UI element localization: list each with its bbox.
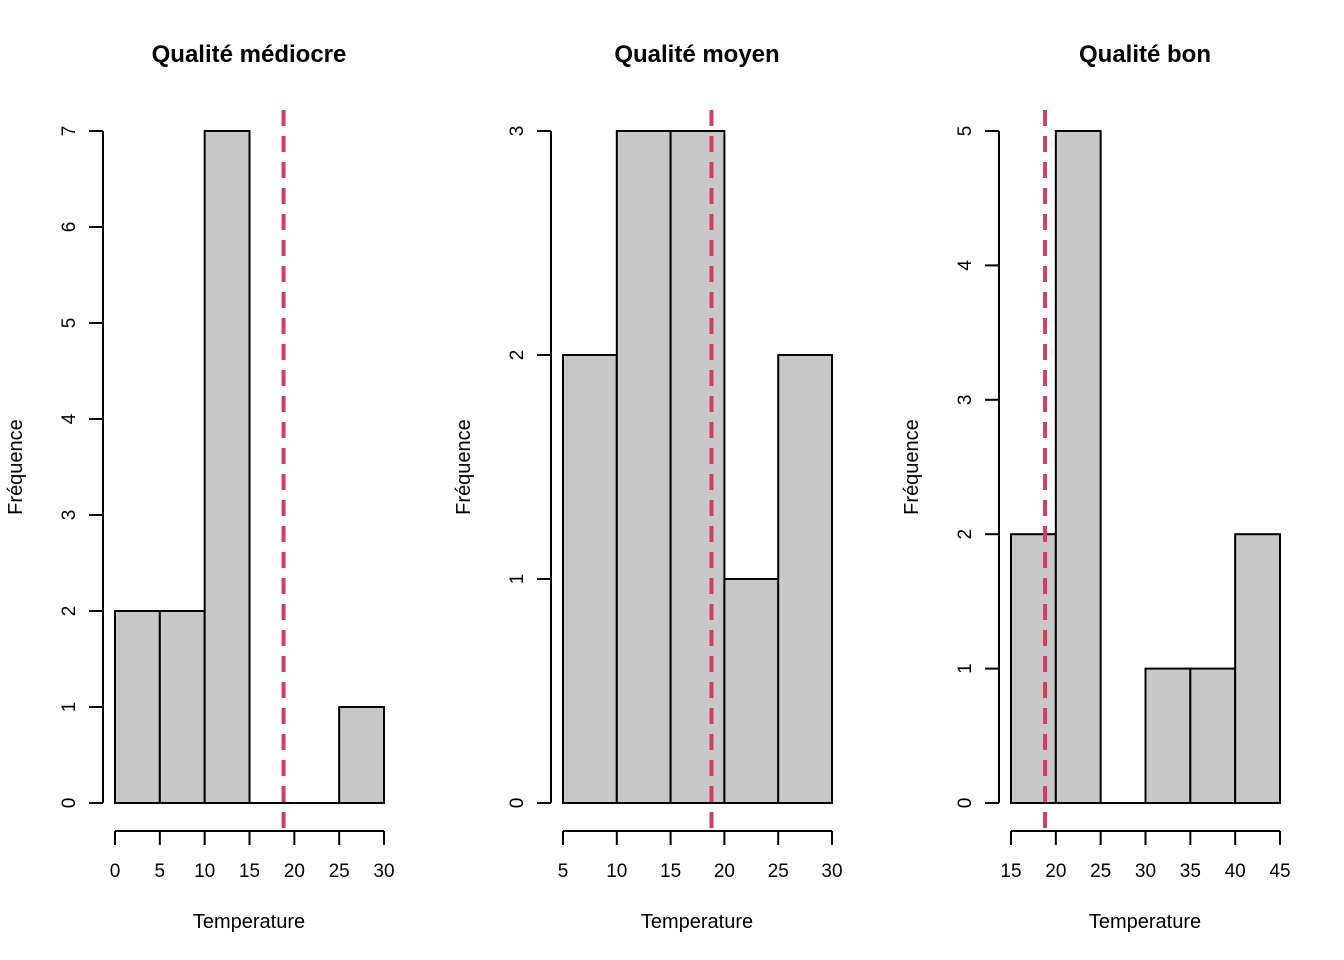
x-tick-label: 45 [1269, 861, 1290, 882]
x-tick-label: 15 [1000, 861, 1021, 882]
x-tick-label: 40 [1225, 861, 1246, 882]
bars [1010, 130, 1281, 804]
y-tick-label: 3 [59, 510, 80, 521]
histogram-bar [1144, 667, 1192, 804]
y-tick-label: 6 [59, 222, 80, 233]
histogram-bar [338, 706, 385, 804]
y-tick-label: 3 [955, 395, 976, 406]
y-tick-label: 4 [955, 260, 976, 271]
chart-title: Qualité médiocre [152, 41, 347, 68]
x-tick-label: 35 [1180, 861, 1201, 882]
y-tick-label: 3 [507, 126, 528, 137]
x-tick-label: 5 [155, 861, 166, 882]
x-tick-label: 0 [110, 861, 121, 882]
y-tick-label: 4 [59, 413, 80, 424]
y-axis: 0 1 2 3 [507, 126, 552, 809]
histogram-bar [723, 578, 780, 804]
histogram-bar [562, 354, 618, 804]
x-tick-label: 20 [284, 861, 305, 882]
chart-title: Qualité moyen [614, 41, 779, 68]
y-tick-label: 0 [955, 798, 976, 809]
histogram-bar [1054, 130, 1102, 804]
panel-moyen: Qualité moyen Temperature Fréquence 0 1 2 3… [453, 41, 843, 933]
x-tick-label: 25 [768, 861, 789, 882]
x-tick-label: 10 [606, 861, 627, 882]
chart-title: Qualité bon [1079, 41, 1211, 68]
y-tick-label: 7 [59, 126, 80, 137]
x-tick-label: 30 [821, 861, 842, 882]
y-tick-label: 1 [59, 702, 80, 713]
y-tick-label: 5 [59, 318, 80, 329]
x-tick-label: 15 [239, 861, 260, 882]
x-tick-label: 10 [194, 861, 215, 882]
y-tick-label: 0 [59, 798, 80, 809]
panel-bon: Qualité bon Temperature Fréquence 012345… [901, 41, 1291, 933]
histogram-bar [777, 354, 834, 804]
x-axis: 0 5 10 15 20 25 30 [110, 830, 395, 882]
histogram-bar [1010, 533, 1057, 804]
y-axis: 0 1 2 3 4 5 6 7 [59, 126, 104, 809]
x-tick-label: 25 [329, 861, 350, 882]
x-tick-label: 5 [558, 861, 569, 882]
panel-mediocre: Qualité médiocre Temperature Fréquence 0… [5, 41, 395, 933]
histogram-bar [615, 130, 672, 804]
y-tick-label: 2 [507, 350, 528, 361]
histogram-bar [1189, 667, 1237, 804]
x-axis-label: Temperature [1089, 911, 1201, 933]
y-tick-label: 2 [955, 529, 976, 540]
x-tick-label: 30 [1135, 861, 1156, 882]
y-axis: 0 1 2 3 4 5 [955, 126, 1000, 809]
x-axis-label: Temperature [641, 911, 753, 933]
x-tick-label: 20 [714, 861, 735, 882]
y-tick-label: 2 [59, 606, 80, 617]
x-axis: 15 20 25 30 35 40 45 [1000, 830, 1291, 882]
y-axis-label: Fréquence [901, 419, 923, 515]
y-tick-label: 1 [955, 663, 976, 674]
y-axis-label: Fréquence [453, 419, 475, 515]
histogram-bar [1234, 533, 1281, 804]
x-tick-label: 25 [1090, 861, 1111, 882]
bars [114, 130, 385, 804]
y-axis-label: Fréquence [5, 419, 27, 515]
x-tick-label: 30 [373, 861, 394, 882]
x-tick-label: 15 [660, 861, 681, 882]
y-tick-label: 0 [507, 798, 528, 809]
histogram-bar [158, 610, 206, 804]
histogram-bar [114, 610, 161, 804]
y-tick-label: 5 [955, 126, 976, 137]
bars [562, 130, 834, 804]
histogram-bar [203, 130, 251, 804]
histogram-bar [669, 130, 726, 804]
x-axis-label: Temperature [193, 911, 305, 933]
x-tick-label: 20 [1045, 861, 1066, 882]
x-axis: 5 10 15 20 25 30 [558, 830, 843, 882]
y-tick-label: 1 [507, 574, 528, 585]
